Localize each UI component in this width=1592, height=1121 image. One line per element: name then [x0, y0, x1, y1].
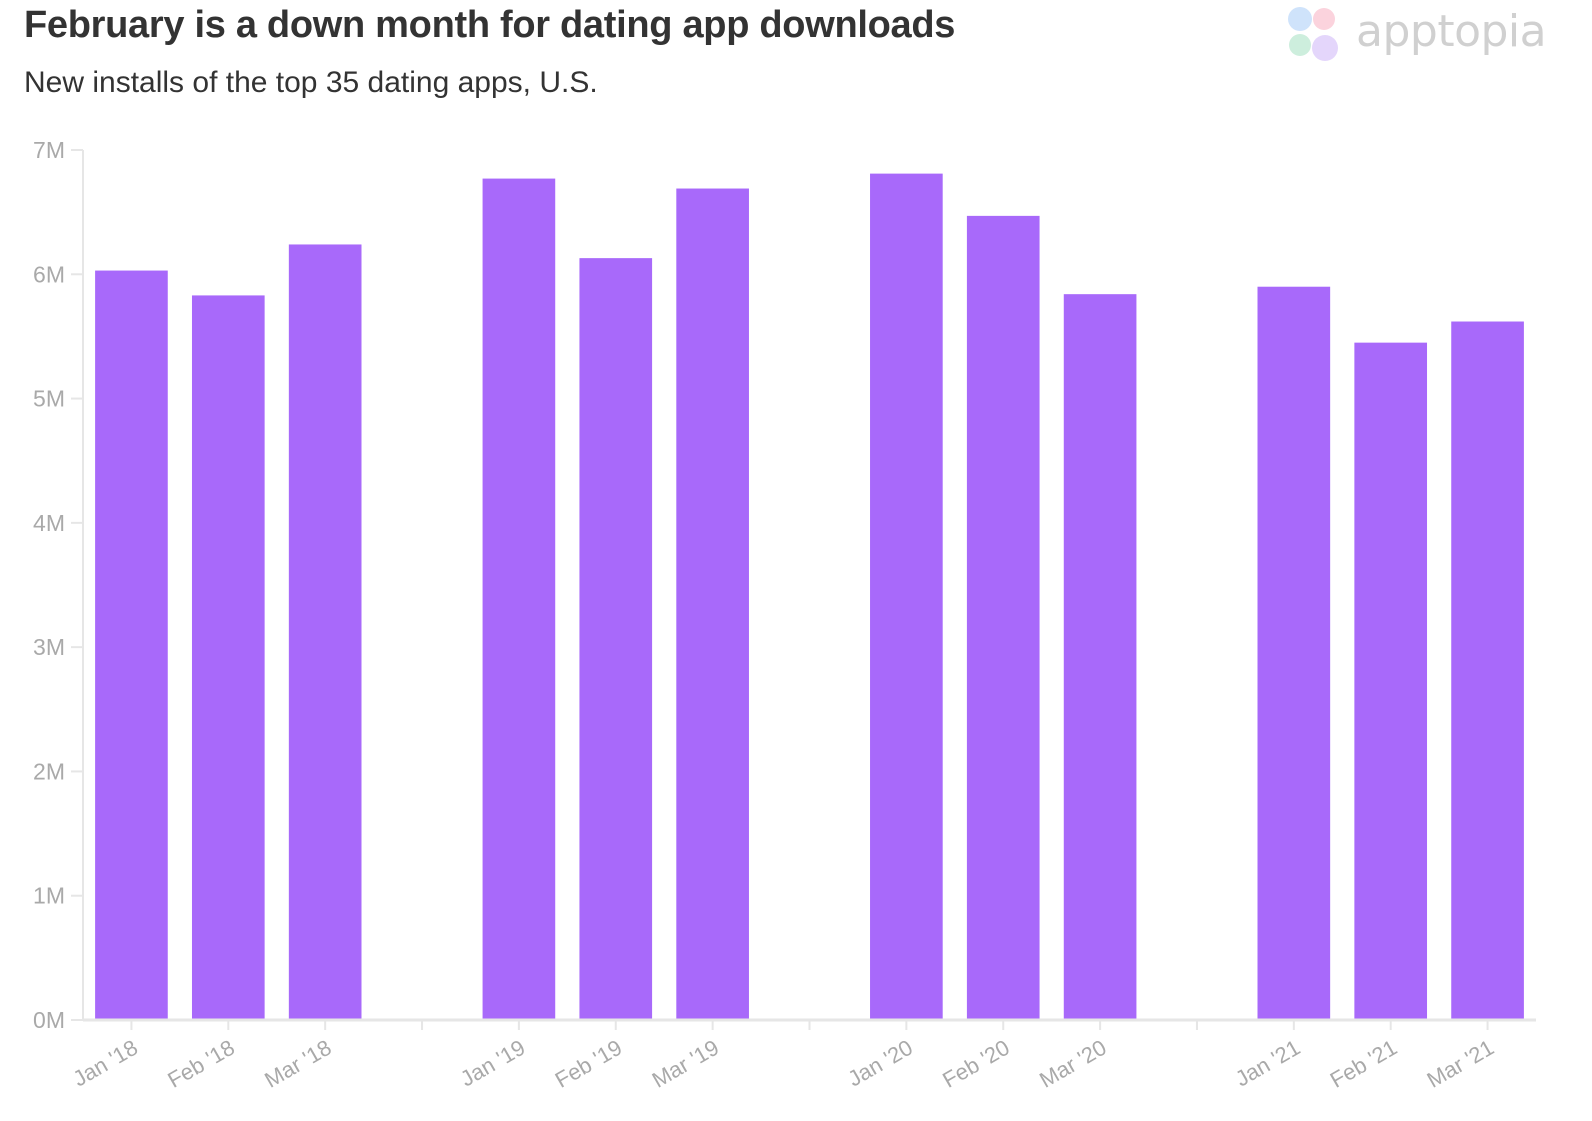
- apptopia-logo: apptopia: [1284, 4, 1574, 64]
- bar: [870, 173, 943, 1021]
- bar: [1063, 294, 1137, 1021]
- y-tick-label: 1M: [33, 883, 65, 909]
- bars: [95, 173, 1524, 1021]
- x-tick-label: Feb '20: [938, 1035, 1013, 1093]
- logo-petals-icon: [1288, 7, 1338, 61]
- logo-petal-1: [1288, 7, 1312, 31]
- logo-petal-2: [1313, 8, 1335, 30]
- logo-petal-3: [1289, 34, 1311, 56]
- bar: [1451, 321, 1524, 1020]
- y-tick-label: 7M: [33, 137, 65, 163]
- x-tick-label: Jan '21: [1231, 1035, 1304, 1092]
- logo-petal-4: [1312, 35, 1338, 61]
- y-tick-label: 3M: [33, 634, 65, 660]
- y-tick-label: 0M: [33, 1007, 65, 1033]
- x-tick-label: Feb '21: [1326, 1035, 1401, 1093]
- x-tick-label: Mar '20: [1035, 1035, 1110, 1093]
- x-tick-label: Feb '18: [163, 1035, 238, 1093]
- x-tick-label: Mar '21: [1423, 1035, 1498, 1093]
- bar: [676, 188, 749, 1020]
- x-tick-label: Mar '18: [260, 1035, 335, 1093]
- chart-subtitle: New installs of the top 35 dating apps, …: [24, 66, 598, 99]
- bar: [966, 215, 1040, 1020]
- bar: [95, 270, 168, 1020]
- y-axis: 0M 1M 2M 3M 4M 5M 6M 7M: [33, 137, 84, 1033]
- x-tick-label: Feb '19: [551, 1035, 626, 1093]
- chart-title: February is a down month for dating app …: [24, 4, 956, 46]
- y-tick-label: 2M: [33, 758, 65, 784]
- x-tick-label: Jan '20: [844, 1035, 917, 1092]
- bar: [1354, 342, 1428, 1021]
- x-tick-label: Jan '18: [69, 1035, 142, 1092]
- y-tick-label: 6M: [33, 261, 65, 287]
- bar: [579, 258, 653, 1021]
- x-tick-label: Mar '19: [648, 1035, 723, 1093]
- bar: [288, 244, 362, 1020]
- x-tick-label: Jan '19: [456, 1035, 529, 1092]
- bar: [191, 295, 265, 1020]
- bar: [1257, 286, 1331, 1020]
- bar: [482, 178, 556, 1021]
- logo-wordmark: apptopia: [1356, 6, 1547, 57]
- y-tick-label: 5M: [33, 386, 65, 412]
- y-tick-label: 4M: [33, 510, 65, 536]
- x-axis: Jan '18 Feb '18 Mar '18 Jan '19 Feb '19 Mar '…: [69, 1018, 1536, 1093]
